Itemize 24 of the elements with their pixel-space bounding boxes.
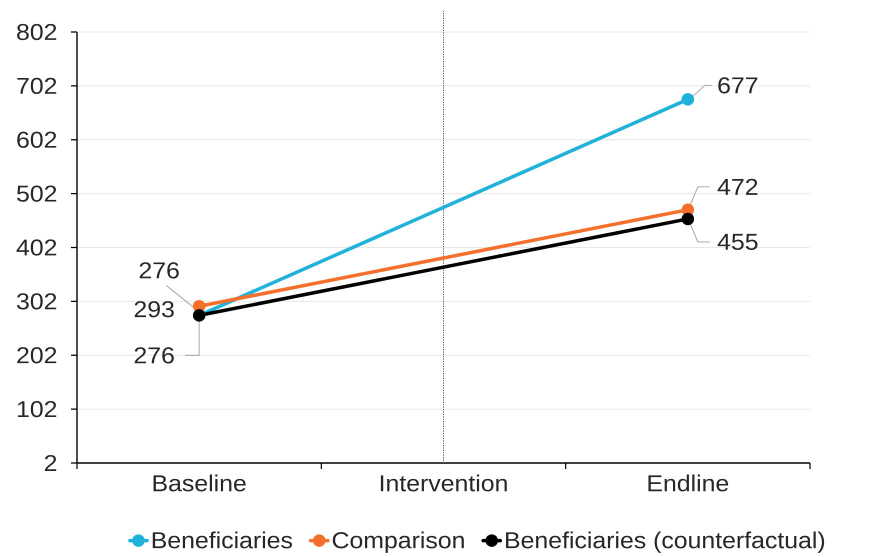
point	[682, 93, 694, 106]
y-tick-label: 302	[16, 293, 56, 310]
data-label: 677	[718, 77, 758, 94]
point	[682, 212, 694, 226]
y-tick-label: 802	[17, 24, 56, 40]
data-label: 293	[134, 301, 174, 318]
y-tick-label: 602	[17, 132, 56, 148]
y-tick-label: 502	[17, 185, 56, 202]
y-tick-label: 202	[17, 347, 56, 364]
y-tick-label: 402	[16, 239, 56, 256]
y-tick-label: 102	[18, 400, 56, 418]
data-label: 455	[718, 234, 758, 250]
y-tick-label: 702	[17, 78, 56, 94]
point	[192, 300, 206, 312]
x-tick-label: Endline	[648, 474, 728, 492]
legend-label: Beneficiaries	[152, 531, 292, 548]
data-label: 276	[140, 262, 179, 279]
x-tick-label: Intervention	[380, 474, 507, 492]
x-tick-label: Baseline	[154, 474, 246, 492]
legend-label: Beneficiaries (counterfactual)	[506, 531, 824, 553]
legend-label: Comparison	[332, 531, 464, 553]
data-label: 276	[134, 347, 174, 364]
data-label: 472	[718, 178, 758, 195]
y-tick-label: 2	[44, 454, 56, 472]
